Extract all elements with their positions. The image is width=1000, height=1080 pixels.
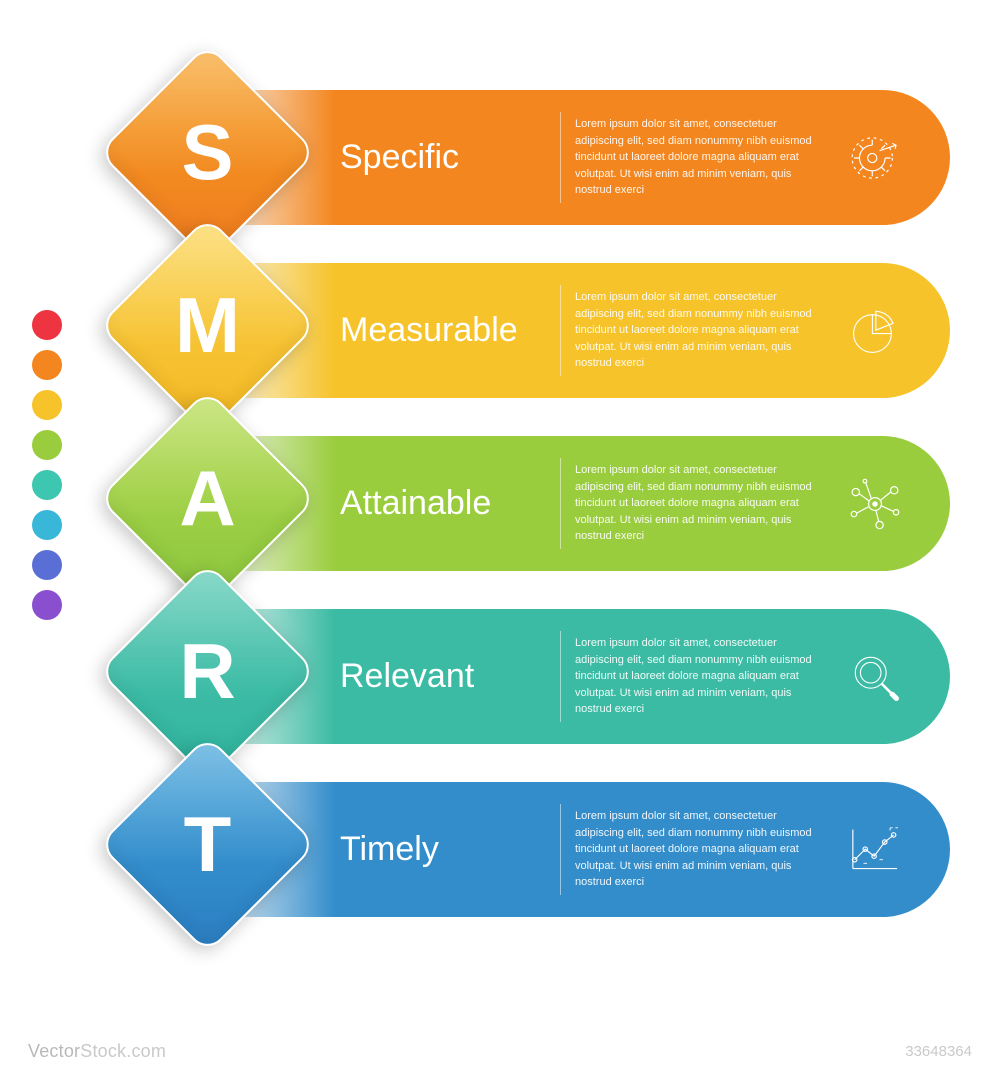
row-bar: Relevant Lorem ipsum dolor sit amet, cons… xyxy=(200,609,950,744)
row-title: Attainable xyxy=(340,484,491,523)
row-bar: Timely Lorem ipsum dolor sit amet, consec… xyxy=(200,782,950,917)
row-title: Relevant xyxy=(340,657,474,696)
badge-letter: A xyxy=(130,421,285,576)
smart-row-m: Measurable Lorem ipsum dolor sit amet, co… xyxy=(130,253,950,408)
smart-infographic: Specific Lorem ipsum dolor sit amet, cons… xyxy=(130,80,950,945)
badge-letter: T xyxy=(130,767,285,922)
badge-letter: S xyxy=(130,75,285,230)
watermark-suffix: .com xyxy=(126,1041,166,1061)
pie-chart-icon xyxy=(840,296,910,366)
palette-dot xyxy=(32,310,62,340)
smart-row-r: Relevant Lorem ipsum dolor sit amet, cons… xyxy=(130,599,950,754)
palette-dot xyxy=(32,510,62,540)
palette-dot xyxy=(32,390,62,420)
watermark-text-a: Vector xyxy=(28,1041,80,1061)
badge-letter: M xyxy=(130,248,285,403)
row-description: Lorem ipsum dolor sit amet, consectetuer… xyxy=(560,285,820,376)
gear-arrow-icon xyxy=(840,123,910,193)
palette-dot xyxy=(32,550,62,580)
row-bar: Attainable Lorem ipsum dolor sit amet, co… xyxy=(200,436,950,571)
color-palette xyxy=(32,310,62,630)
row-bar: Measurable Lorem ipsum dolor sit amet, co… xyxy=(200,263,950,398)
watermark-brand: VectorStock.com xyxy=(28,1041,166,1062)
row-description: Lorem ipsum dolor sit amet, consectetuer… xyxy=(560,631,820,722)
smart-row-s: Specific Lorem ipsum dolor sit amet, cons… xyxy=(130,80,950,235)
row-description: Lorem ipsum dolor sit amet, consectetuer… xyxy=(560,112,820,203)
palette-dot xyxy=(32,590,62,620)
badge-letter: R xyxy=(130,594,285,749)
row-title: Timely xyxy=(340,830,439,869)
palette-dot xyxy=(32,430,62,460)
row-description: Lorem ipsum dolor sit amet, consectetuer… xyxy=(560,458,820,549)
trend-chart-icon xyxy=(840,815,910,885)
watermark-text-b: Stock xyxy=(80,1041,126,1061)
palette-dot xyxy=(32,350,62,380)
palette-dot xyxy=(32,470,62,500)
smart-row-a: Attainable Lorem ipsum dolor sit amet, co… xyxy=(130,426,950,581)
row-description: Lorem ipsum dolor sit amet, consectetuer… xyxy=(560,804,820,895)
row-title: Measurable xyxy=(340,311,518,350)
smart-row-t: Timely Lorem ipsum dolor sit amet, consec… xyxy=(130,772,950,927)
row-bar: Specific Lorem ipsum dolor sit amet, cons… xyxy=(200,90,950,225)
watermark-image-id: 33648364 xyxy=(905,1043,972,1060)
network-nodes-icon xyxy=(840,469,910,539)
magnifier-icon xyxy=(840,642,910,712)
row-title: Specific xyxy=(340,138,459,177)
